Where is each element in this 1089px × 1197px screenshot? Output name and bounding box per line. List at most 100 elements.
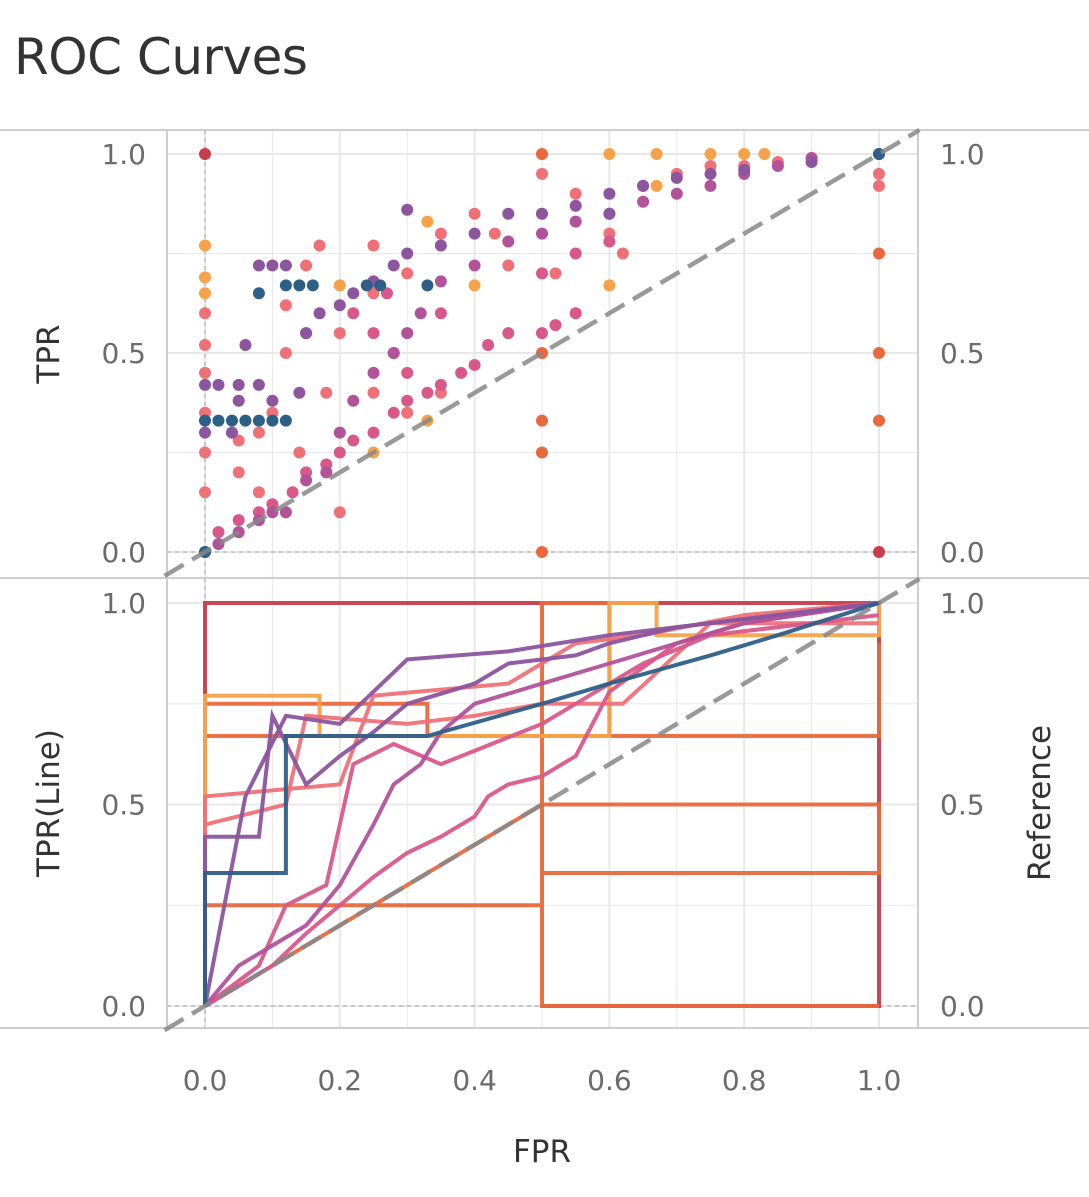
data-point (199, 426, 211, 439)
data-point (333, 506, 346, 519)
data-point (199, 378, 211, 391)
data-point (293, 446, 306, 459)
data-point (239, 414, 252, 427)
series-layer (199, 148, 885, 1008)
data-point (482, 339, 495, 352)
data-point (300, 474, 313, 487)
data-point (266, 414, 279, 427)
data-point (279, 279, 292, 292)
y-axis-title: TPR(Line) (31, 729, 67, 878)
data-point (232, 434, 245, 447)
data-point (488, 227, 501, 240)
data-point (347, 394, 360, 407)
data-point (650, 148, 663, 160)
data-point (603, 148, 616, 160)
x-axis-title: FPR (513, 1134, 571, 1170)
right-axis-title: Reference (1022, 725, 1058, 881)
data-point (367, 426, 380, 439)
data-point (434, 227, 447, 240)
data-point (805, 155, 818, 168)
data-point (320, 386, 333, 399)
chart-title: ROC Curves (14, 28, 308, 86)
data-point (199, 486, 211, 499)
right-tick-label: 1.0 (940, 138, 985, 171)
data-point (333, 327, 346, 340)
x-tick-label: 1.0 (857, 1064, 902, 1097)
data-point (421, 215, 434, 228)
data-point (306, 279, 319, 292)
data-point (468, 259, 481, 272)
roc-line (203, 601, 880, 1008)
data-point (286, 486, 299, 499)
data-point (212, 526, 225, 539)
y-axis-title: TPR (31, 324, 67, 384)
data-point (549, 267, 562, 280)
data-point (434, 275, 447, 288)
data-point (421, 386, 434, 399)
data-point (401, 406, 414, 419)
data-point (670, 171, 683, 184)
x-tick-label: 0.2 (318, 1064, 363, 1097)
data-point (873, 414, 885, 427)
data-point (401, 366, 414, 379)
data-point (300, 259, 313, 272)
data-point (360, 279, 373, 292)
data-point (199, 366, 211, 379)
right-tick-label: 0.5 (940, 789, 985, 822)
data-point (603, 279, 616, 292)
data-point (199, 148, 211, 160)
data-point (704, 167, 717, 180)
data-point (252, 414, 265, 427)
data-point (333, 279, 346, 292)
data-point (414, 307, 427, 320)
data-point (873, 546, 885, 558)
data-point (199, 414, 211, 427)
data-point (536, 446, 548, 459)
data-point (199, 339, 211, 352)
x-tick-label: 0.4 (452, 1064, 497, 1097)
roc-line (203, 802, 881, 1008)
data-point (401, 203, 414, 216)
roc-line (203, 601, 880, 1007)
data-point (603, 187, 616, 200)
data-point (333, 299, 346, 312)
data-point (367, 366, 380, 379)
data-point (199, 271, 211, 284)
data-point (252, 426, 265, 439)
data-point (758, 148, 771, 160)
data-point (637, 195, 650, 208)
data-point (536, 227, 548, 240)
data-point (401, 327, 414, 340)
data-point (401, 247, 414, 260)
data-point (401, 267, 414, 280)
data-point (333, 426, 346, 439)
data-point (320, 466, 333, 479)
data-point (603, 235, 616, 248)
x-tick-label: 0.0 (183, 1064, 228, 1097)
data-point (266, 259, 279, 272)
data-point (232, 466, 245, 479)
data-point (252, 259, 265, 272)
data-point (603, 207, 616, 220)
data-point (536, 207, 548, 220)
data-point (313, 307, 326, 320)
data-point (468, 279, 481, 292)
data-point (569, 199, 582, 212)
roc-line (203, 621, 879, 1006)
data-point (293, 386, 306, 399)
data-point (212, 414, 225, 427)
data-point (421, 279, 434, 292)
right-tick-label: 0.0 (940, 990, 985, 1023)
data-point (374, 279, 387, 292)
roc-line (203, 601, 881, 1006)
data-point (569, 247, 582, 260)
data-point (434, 239, 447, 252)
data-point (670, 187, 683, 200)
data-point (637, 179, 650, 192)
data-point (549, 319, 562, 332)
y-tick-label: 0.5 (101, 789, 146, 822)
data-point (536, 167, 548, 180)
data-point (704, 148, 717, 160)
data-point (199, 446, 211, 459)
